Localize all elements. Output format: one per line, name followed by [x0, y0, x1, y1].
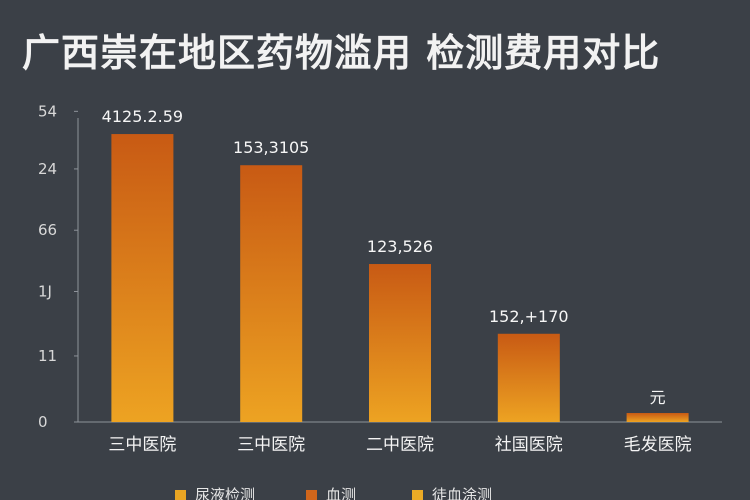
legend-swatch	[306, 490, 317, 500]
x-tick-label: 毛发医院	[624, 435, 692, 455]
bar	[497, 333, 560, 422]
data-label: 123,526	[367, 237, 433, 256]
x-tick-label: 二中医院	[366, 435, 434, 455]
y-tick-label: 0	[38, 413, 48, 431]
y-tick-label: 11	[38, 347, 57, 365]
legend-label: 徒血涂测	[432, 486, 492, 500]
bar	[111, 134, 174, 422]
legend-swatch	[412, 490, 423, 500]
x-tick-label: 社国医院	[495, 435, 563, 455]
data-label: 元	[650, 388, 666, 407]
legend-label: 血测	[326, 486, 356, 500]
y-axis-ticks: 54 24 66 1J 11 0	[38, 102, 78, 431]
bar	[369, 264, 431, 422]
legend-label: 尿液检测	[195, 486, 255, 500]
legend: 尿液检测 血测 徒血涂测	[175, 486, 492, 500]
y-tick-label: 24	[38, 160, 57, 178]
y-tick-label: 66	[38, 221, 57, 239]
bar	[240, 165, 303, 423]
y-tick-label: 1J	[38, 283, 52, 301]
y-tick-label: 54	[38, 102, 57, 120]
bars	[111, 134, 689, 423]
chart-title: 广西崇在地区药物滥用 检测费用对比	[22, 31, 661, 75]
data-label: 153,3105	[233, 138, 309, 157]
data-label: 4125.2.59	[102, 107, 183, 126]
data-label: 152,+170	[489, 307, 569, 326]
x-axis-ticks: 三中医院 三中医院 二中医院 社国医院 毛发医院	[108, 435, 691, 455]
data-labels: 4125.2.59 153,3105 123,526 152,+170 元	[102, 107, 666, 407]
legend-swatch	[175, 490, 186, 500]
bar	[626, 413, 689, 422]
x-tick-label: 三中医院	[237, 435, 305, 455]
x-tick-label: 三中医院	[108, 435, 176, 455]
